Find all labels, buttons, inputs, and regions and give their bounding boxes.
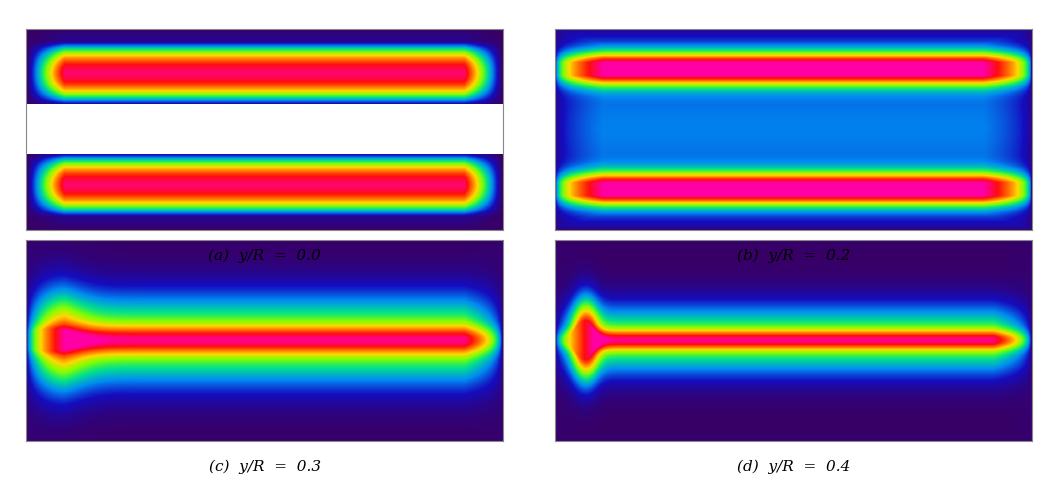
Text: (d)  y/R  =  0.4: (d) y/R = 0.4 [737,460,851,474]
Text: (a)  y/R  =  0.0: (a) y/R = 0.0 [209,249,321,263]
Text: (c)  y/R  =  0.3: (c) y/R = 0.3 [209,460,321,474]
Text: (b)  y/R  =  0.2: (b) y/R = 0.2 [737,249,851,263]
